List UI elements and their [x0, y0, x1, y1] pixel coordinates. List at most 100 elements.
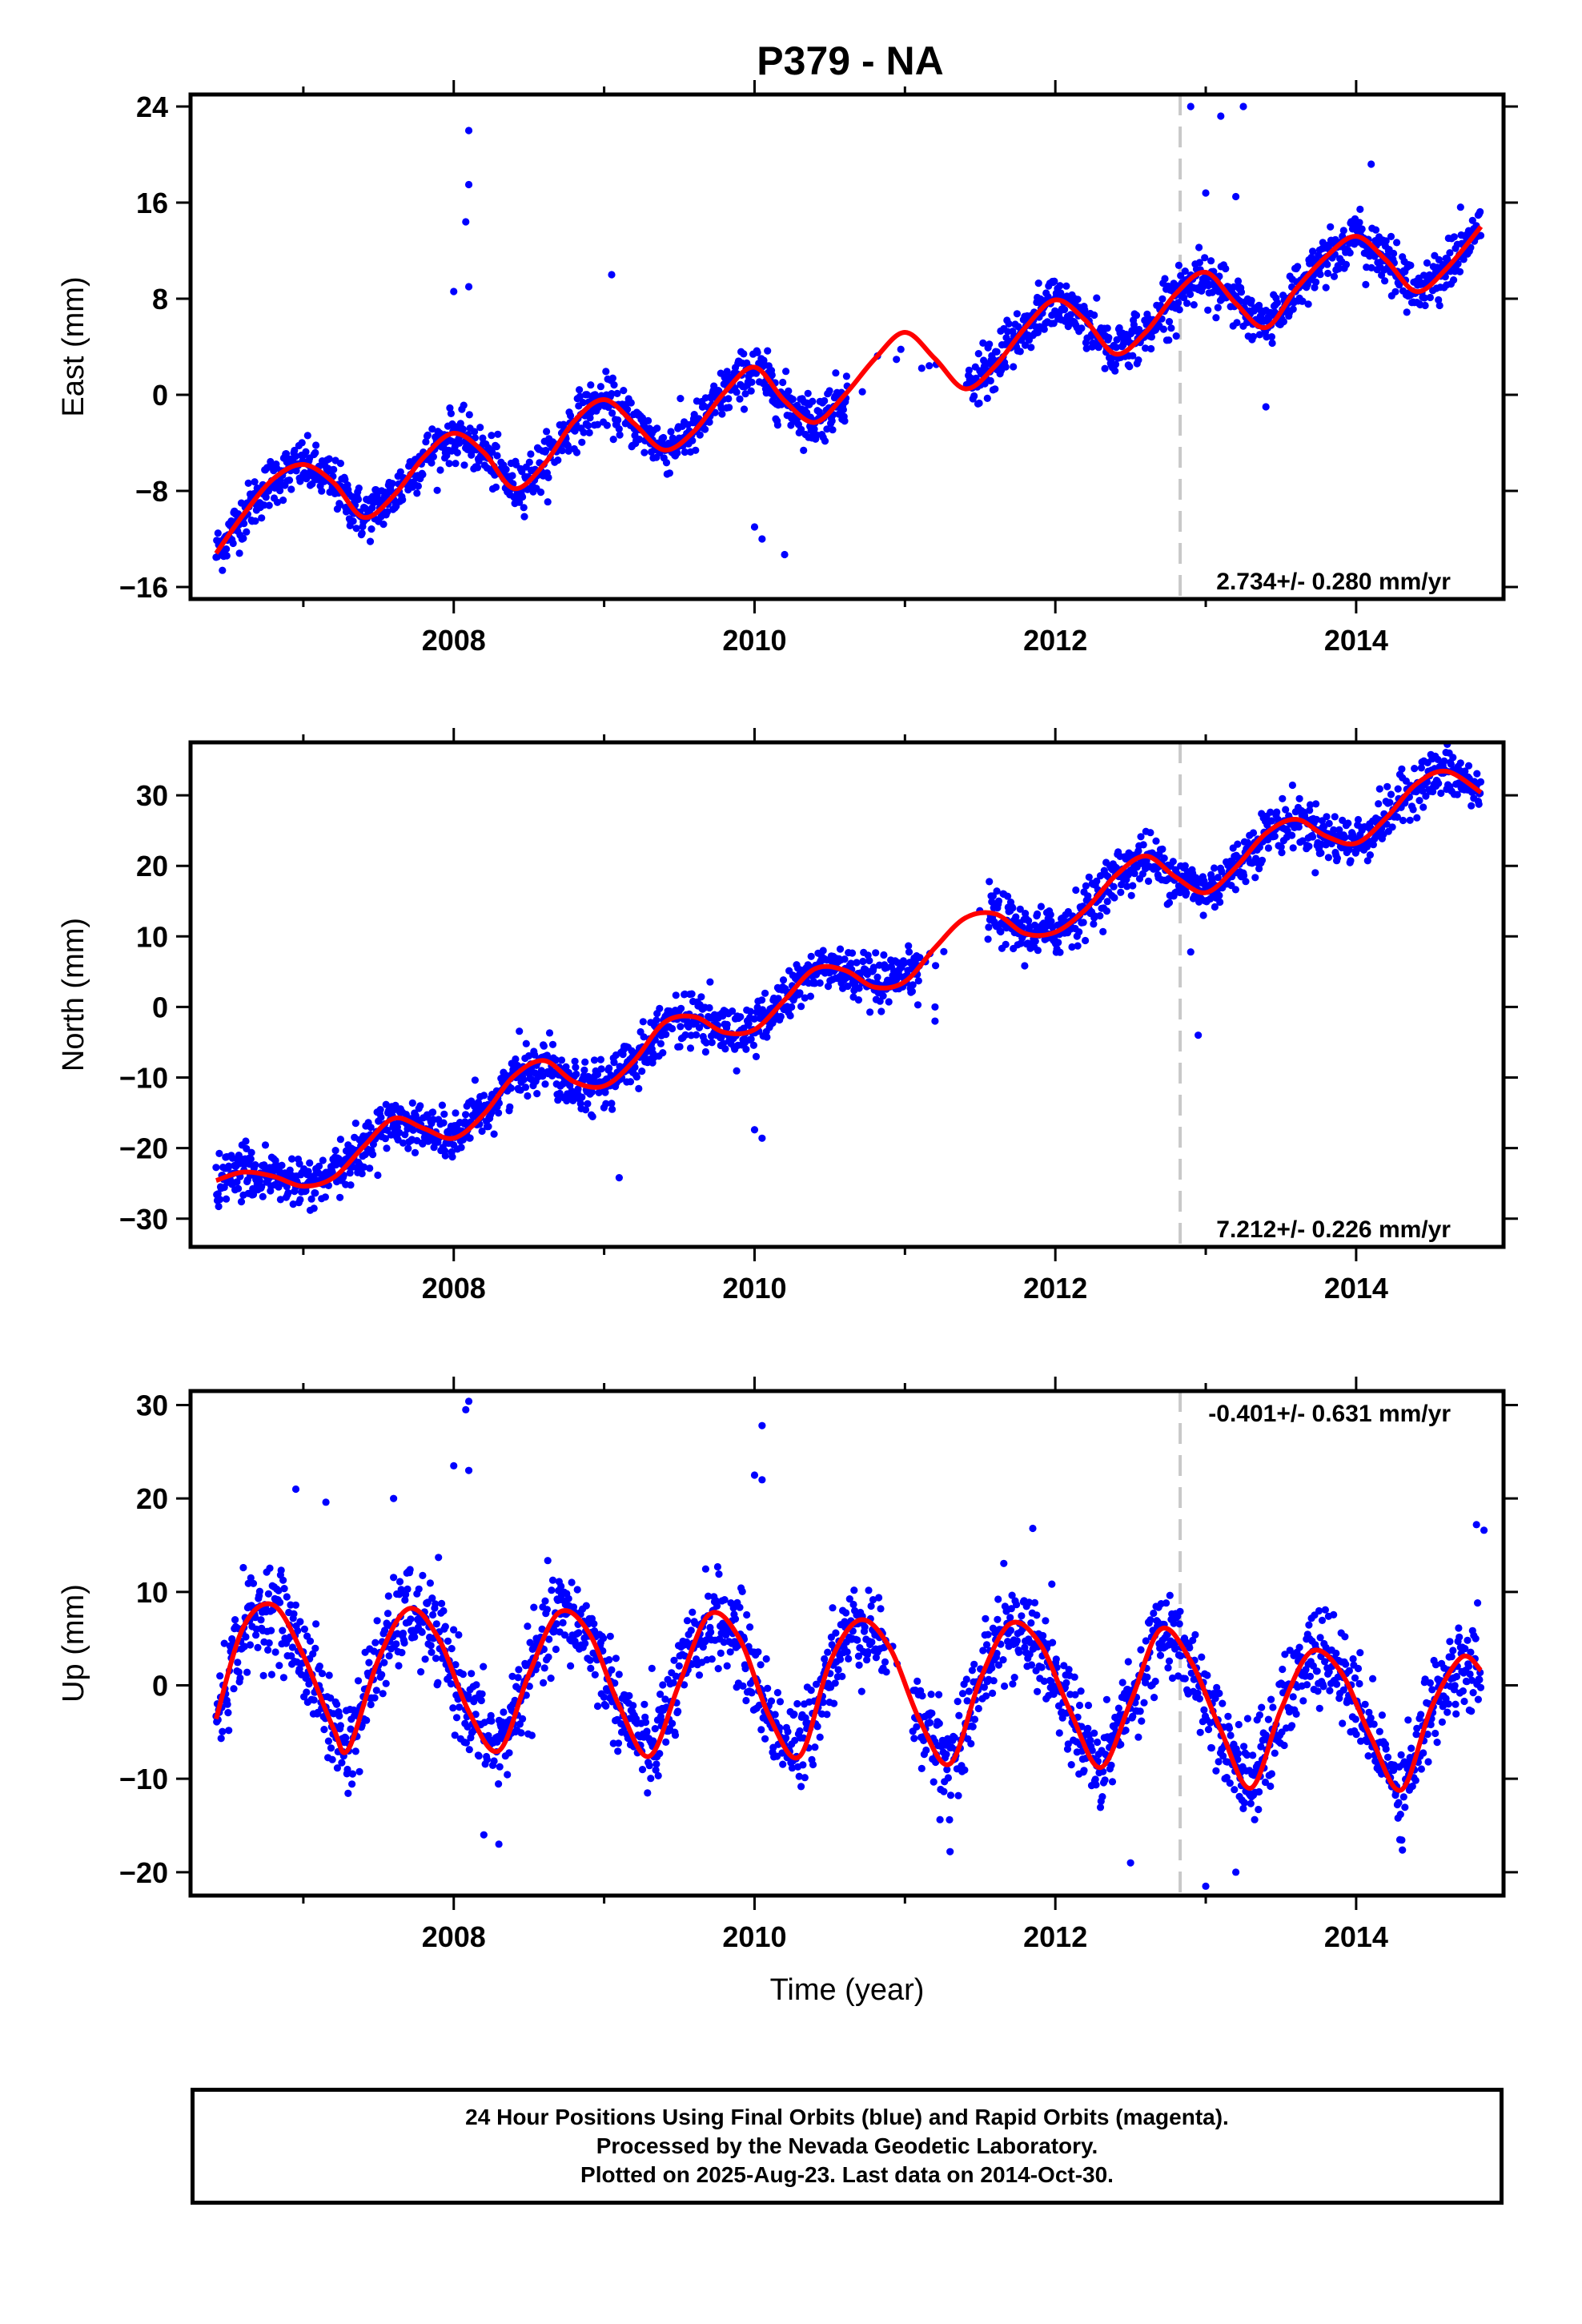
data-point: [1382, 237, 1390, 245]
data-point: [395, 1662, 403, 1670]
data-point: [1075, 928, 1083, 936]
data-point: [560, 420, 568, 428]
data-point: [429, 1108, 437, 1116]
data-point: [1174, 261, 1182, 269]
data-point: [740, 405, 749, 413]
data-point: [343, 1765, 351, 1774]
data-point: [866, 1008, 874, 1016]
data-point: [705, 1003, 713, 1012]
data-point: [795, 1772, 803, 1780]
data-point: [436, 466, 444, 474]
data-point: [383, 1610, 392, 1618]
data-point: [249, 1579, 258, 1587]
data-point: [365, 1659, 373, 1667]
data-point: [283, 1183, 291, 1191]
chart-title: P379 - NA: [757, 38, 943, 83]
data-point: [815, 408, 823, 416]
data-point: [530, 1603, 538, 1611]
data-point: [677, 1023, 685, 1031]
data-point: [828, 417, 836, 425]
x-tick-label: 2010: [722, 1272, 786, 1305]
data-point: [1093, 294, 1101, 302]
data-point: [1165, 336, 1173, 344]
data-point: [560, 1631, 569, 1639]
data-point: [1103, 324, 1111, 332]
data-point: [496, 1763, 504, 1771]
data-point: [1214, 304, 1222, 312]
data-point: [225, 1162, 233, 1170]
data-point: [1449, 754, 1457, 762]
data-point: [717, 1649, 725, 1657]
data-point: [240, 520, 248, 528]
data-point: [1453, 790, 1461, 798]
data-point: [1387, 232, 1395, 240]
data-point: [1346, 249, 1354, 257]
data-point: [1183, 300, 1191, 308]
data-point: [572, 1070, 580, 1078]
y-axis-label: North (mm): [57, 918, 90, 1072]
data-point: [259, 1671, 267, 1679]
data-point: [474, 464, 482, 472]
outlier-point: [750, 523, 759, 531]
data-point: [413, 489, 421, 497]
data-point: [1237, 288, 1246, 296]
data-point: [1437, 789, 1445, 798]
outlier-point: [464, 283, 473, 291]
data-point: [1324, 269, 1332, 277]
data-point: [603, 421, 611, 429]
data-point: [283, 1593, 291, 1601]
outlier-point: [464, 127, 473, 135]
data-point: [379, 521, 387, 529]
data-point: [448, 1153, 456, 1161]
data-point: [602, 1702, 610, 1710]
data-point: [319, 1156, 327, 1164]
data-point: [428, 425, 436, 433]
data-point: [576, 392, 584, 400]
x-tick-label: 2008: [422, 1272, 486, 1305]
data-point: [349, 517, 357, 525]
data-point: [741, 390, 749, 398]
data-point: [1158, 845, 1166, 853]
data-point: [701, 1565, 710, 1573]
data-point: [1325, 819, 1333, 827]
data-point: [367, 1124, 375, 1132]
data-point: [669, 1679, 677, 1687]
data-point: [414, 482, 423, 490]
data-point: [1195, 259, 1203, 267]
data-point: [801, 994, 809, 1002]
data-point: [1468, 802, 1476, 810]
data-point: [428, 1648, 436, 1656]
plot-area: [212, 742, 1485, 1247]
data-point: [688, 990, 696, 998]
y-tick-label: 20: [136, 850, 168, 883]
data-point: [705, 1592, 713, 1600]
data-point: [432, 1655, 440, 1663]
data-point: [581, 1106, 590, 1114]
data-point: [800, 446, 808, 455]
data-point: [1446, 249, 1454, 257]
data-point: [825, 387, 833, 395]
data-point: [1435, 301, 1443, 310]
data-point: [290, 1610, 298, 1618]
data-point: [494, 430, 502, 438]
data-point: [905, 948, 913, 956]
data-point: [265, 1639, 273, 1647]
data-point: [797, 1783, 805, 1791]
data-point: [262, 493, 270, 501]
x-tick-label: 2014: [1324, 624, 1388, 657]
data-point: [406, 1566, 414, 1574]
data-point: [495, 1109, 503, 1117]
data-point: [1460, 255, 1468, 263]
data-point: [320, 1726, 328, 1734]
data-point: [661, 1695, 669, 1703]
data-point: [438, 1101, 447, 1109]
data-point: [958, 1690, 967, 1698]
data-point: [757, 1661, 765, 1669]
data-point: [913, 1001, 922, 1009]
data-point: [515, 1666, 523, 1674]
data-point: [841, 417, 849, 425]
data-point: [714, 1665, 722, 1673]
data-point: [1182, 889, 1191, 897]
data-point: [885, 998, 893, 1006]
data-point: [1456, 203, 1464, 211]
